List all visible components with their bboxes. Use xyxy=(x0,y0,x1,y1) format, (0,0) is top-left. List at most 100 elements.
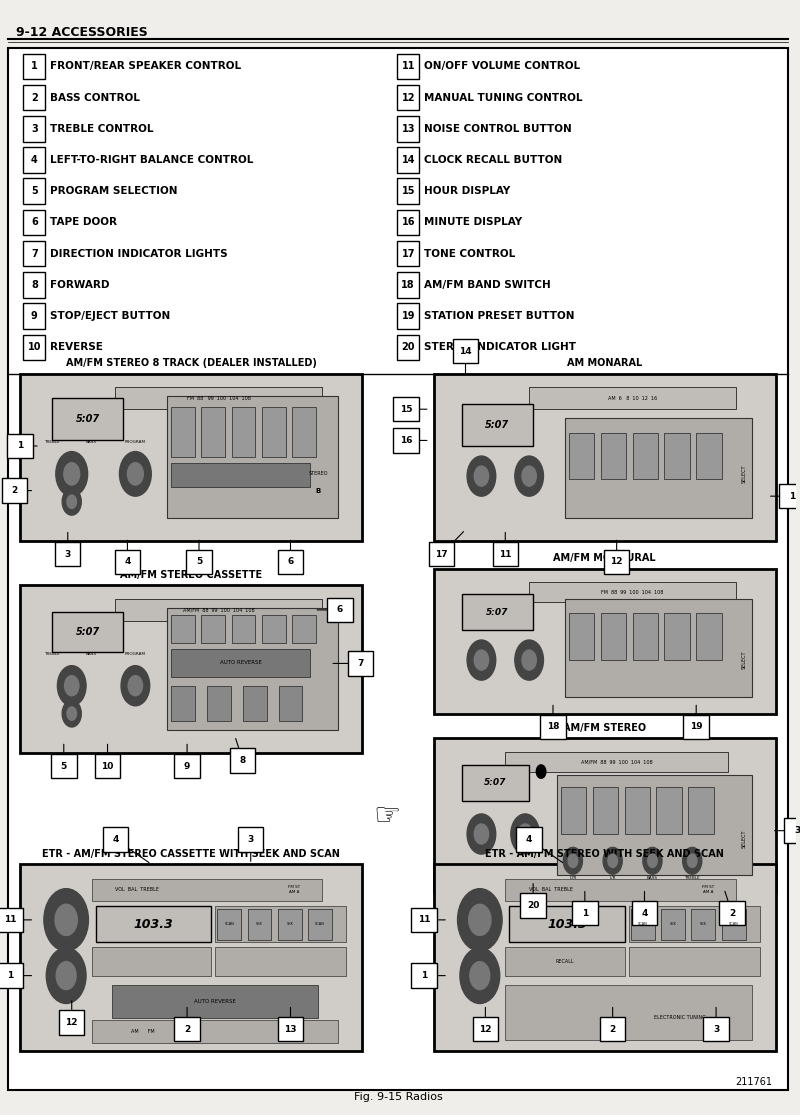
Circle shape xyxy=(121,666,150,706)
FancyBboxPatch shape xyxy=(59,1010,85,1035)
FancyBboxPatch shape xyxy=(565,418,752,518)
FancyBboxPatch shape xyxy=(20,585,362,753)
Text: TREBLE CONTROL: TREBLE CONTROL xyxy=(50,124,154,134)
Text: Fig. 9-15 Radios: Fig. 9-15 Radios xyxy=(354,1093,442,1102)
FancyBboxPatch shape xyxy=(202,615,226,643)
Text: FM ST
AM A: FM ST AM A xyxy=(702,885,714,894)
Text: STOP/EJECT BUTTON: STOP/EJECT BUTTON xyxy=(50,311,170,321)
FancyBboxPatch shape xyxy=(174,1017,200,1041)
Circle shape xyxy=(64,463,80,485)
Circle shape xyxy=(128,676,142,696)
Circle shape xyxy=(46,948,86,1004)
Text: 6: 6 xyxy=(337,605,343,614)
FancyBboxPatch shape xyxy=(238,827,263,852)
Text: VOL  BAL  TREBLE: VOL BAL TREBLE xyxy=(529,888,573,892)
Text: 9: 9 xyxy=(184,762,190,770)
FancyBboxPatch shape xyxy=(102,827,128,852)
FancyBboxPatch shape xyxy=(20,374,362,541)
FancyBboxPatch shape xyxy=(411,963,437,988)
FancyBboxPatch shape xyxy=(92,879,322,901)
Text: SCAN: SCAN xyxy=(315,922,325,927)
Text: AUTO REVERSE: AUTO REVERSE xyxy=(220,660,262,666)
FancyBboxPatch shape xyxy=(20,864,362,1051)
Text: 20: 20 xyxy=(402,342,415,352)
FancyBboxPatch shape xyxy=(52,398,123,440)
Text: FRONT/REAR SPEAKER CONTROL: FRONT/REAR SPEAKER CONTROL xyxy=(50,61,242,71)
FancyBboxPatch shape xyxy=(462,765,529,801)
Text: AM/FM STEREO 8 TRACK (DEALER INSTALLED): AM/FM STEREO 8 TRACK (DEALER INSTALLED) xyxy=(66,358,317,368)
Text: 4: 4 xyxy=(124,558,130,566)
Text: 5: 5 xyxy=(61,762,67,770)
Circle shape xyxy=(603,847,622,874)
Text: AM/FM  88  99  100  104  108: AM/FM 88 99 100 104 108 xyxy=(581,759,653,764)
Text: 4: 4 xyxy=(642,909,648,918)
Text: 12: 12 xyxy=(66,1018,78,1027)
FancyBboxPatch shape xyxy=(540,715,566,739)
FancyBboxPatch shape xyxy=(632,901,658,925)
Text: PROGRAM: PROGRAM xyxy=(125,651,146,656)
Circle shape xyxy=(511,814,539,854)
Text: SEK: SEK xyxy=(256,922,263,927)
Text: 5:07: 5:07 xyxy=(486,420,510,429)
Text: 10: 10 xyxy=(27,342,41,352)
Circle shape xyxy=(62,700,82,727)
FancyBboxPatch shape xyxy=(23,85,46,110)
FancyBboxPatch shape xyxy=(278,686,302,721)
Text: 12: 12 xyxy=(610,558,623,566)
FancyBboxPatch shape xyxy=(23,241,46,266)
FancyBboxPatch shape xyxy=(8,48,788,1090)
FancyBboxPatch shape xyxy=(247,909,271,940)
Text: AM/FM  88  99  100  104  108: AM/FM 88 99 100 104 108 xyxy=(183,608,254,612)
FancyBboxPatch shape xyxy=(23,334,46,360)
Text: 16: 16 xyxy=(402,217,415,227)
Text: 12: 12 xyxy=(479,1025,492,1034)
FancyBboxPatch shape xyxy=(572,901,598,925)
FancyBboxPatch shape xyxy=(601,433,626,479)
Text: 15: 15 xyxy=(402,186,415,196)
Circle shape xyxy=(67,707,77,720)
Text: ETR - AM/FM STEREO WITH SEEK AND SCAN: ETR - AM/FM STEREO WITH SEEK AND SCAN xyxy=(486,849,724,859)
FancyBboxPatch shape xyxy=(292,615,316,643)
FancyBboxPatch shape xyxy=(278,1017,303,1041)
Text: 9-12 ACCESSORIES: 9-12 ACCESSORIES xyxy=(16,26,148,39)
Circle shape xyxy=(474,824,489,844)
FancyBboxPatch shape xyxy=(397,85,419,110)
Text: 18: 18 xyxy=(546,723,559,731)
Text: 19: 19 xyxy=(690,723,702,731)
Text: 5: 5 xyxy=(31,186,38,196)
FancyBboxPatch shape xyxy=(657,787,682,834)
FancyBboxPatch shape xyxy=(114,550,140,574)
FancyBboxPatch shape xyxy=(92,1020,338,1043)
Text: REVERSE: REVERSE xyxy=(50,342,103,352)
Text: 2: 2 xyxy=(11,486,18,495)
FancyBboxPatch shape xyxy=(218,909,241,940)
FancyBboxPatch shape xyxy=(473,1017,498,1041)
Text: 5:07: 5:07 xyxy=(75,415,100,424)
Circle shape xyxy=(467,814,496,854)
Text: 3: 3 xyxy=(65,550,71,559)
FancyBboxPatch shape xyxy=(561,787,586,834)
FancyBboxPatch shape xyxy=(95,754,120,778)
FancyBboxPatch shape xyxy=(664,433,690,479)
Text: 9: 9 xyxy=(31,311,38,321)
Text: 7: 7 xyxy=(358,659,364,668)
FancyBboxPatch shape xyxy=(171,407,195,457)
FancyBboxPatch shape xyxy=(111,985,318,1018)
FancyBboxPatch shape xyxy=(397,116,419,142)
Text: 103.3: 103.3 xyxy=(547,918,587,931)
FancyBboxPatch shape xyxy=(397,54,419,79)
FancyBboxPatch shape xyxy=(278,550,303,574)
FancyBboxPatch shape xyxy=(601,613,626,660)
FancyBboxPatch shape xyxy=(683,715,709,739)
Circle shape xyxy=(682,847,702,874)
Text: FM ST
AM A: FM ST AM A xyxy=(288,885,301,894)
FancyBboxPatch shape xyxy=(92,947,211,976)
Text: 1: 1 xyxy=(31,61,38,71)
Text: 18: 18 xyxy=(402,280,415,290)
Text: 11: 11 xyxy=(418,915,430,924)
Text: STEREO INDICATOR LIGHT: STEREO INDICATOR LIGHT xyxy=(424,342,576,352)
Text: ☞: ☞ xyxy=(374,802,402,831)
Text: AM      FM: AM FM xyxy=(131,1029,155,1034)
Text: STEREO: STEREO xyxy=(309,472,328,476)
Text: 103.3: 103.3 xyxy=(134,918,173,931)
